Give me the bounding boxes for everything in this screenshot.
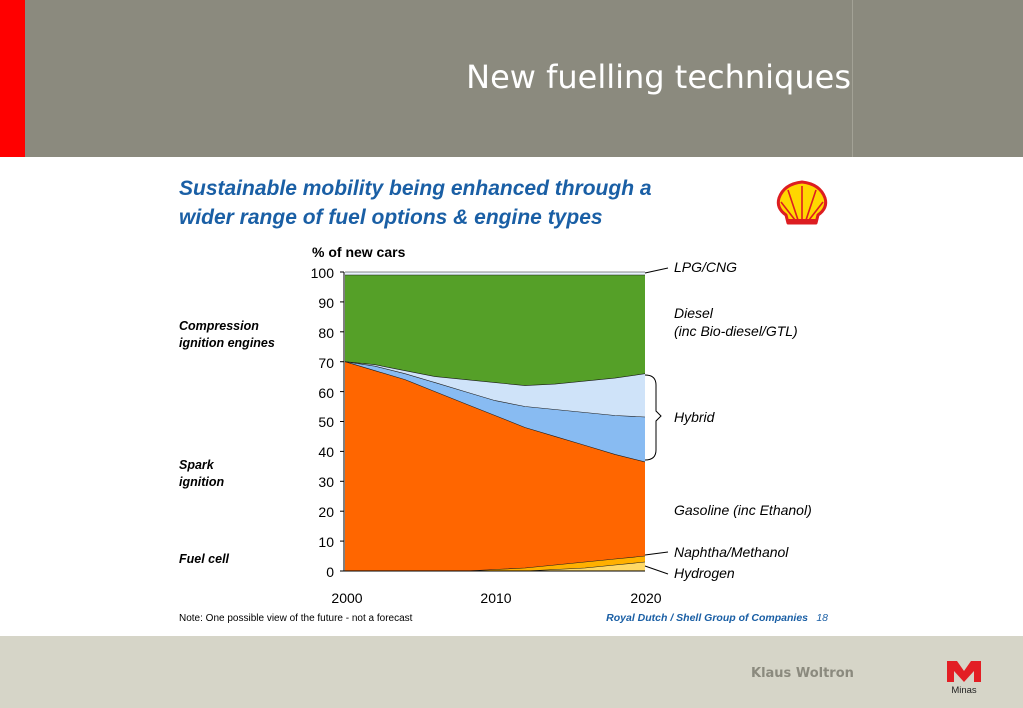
x-tick-2000: 2000 — [331, 590, 362, 606]
shell-logo-icon — [776, 180, 828, 225]
area-naphtha-methanol — [345, 556, 645, 571]
y-tick-50: 50 — [318, 414, 334, 430]
page-number: 18 — [816, 612, 828, 624]
label-hydrogen: Hydrogen — [674, 565, 735, 581]
slide-title: New fuelling techniques — [466, 58, 851, 96]
y-axis-title: % of new cars — [312, 244, 406, 260]
leader-hydrogen — [644, 565, 669, 575]
hybrid-brace — [644, 374, 662, 461]
plot-areas — [345, 272, 645, 571]
boundary-line-4 — [344, 361, 646, 386]
chart-heading: Sustainable mobility being enhanced thro… — [179, 174, 739, 232]
chart-note: Note: One possible view of the future - … — [179, 613, 413, 624]
y-tick-80: 80 — [318, 325, 334, 341]
y-tick-10: 10 — [318, 534, 334, 550]
leader-naphtha-methanol — [644, 551, 669, 556]
area-hybrid-light — [345, 361, 645, 417]
y-tick-marks — [340, 271, 344, 572]
label-diesel-line-2: (inc Bio-diesel/GTL) — [674, 323, 798, 339]
label-naphtha-methanol: Naphtha/Methanol — [674, 544, 789, 560]
author-name: Klaus Woltron — [751, 666, 854, 681]
label-lpg-cng: LPG/CNG — [674, 259, 737, 275]
label-gasoline: Gasoline (inc Ethanol) — [674, 502, 812, 518]
header-accent-bar — [0, 0, 25, 157]
label-compression-line-2: ignition engines — [179, 336, 275, 350]
label-spark-line-2: ignition — [179, 475, 224, 489]
boundary-line-3 — [344, 361, 646, 418]
label-hybrid: Hybrid — [674, 409, 716, 425]
y-tick-0: 0 — [326, 564, 334, 580]
y-tick-70: 70 — [318, 355, 334, 371]
y-tick-30: 30 — [318, 474, 334, 490]
area-diesel-inc-bio-diesel-gtl — [345, 275, 645, 386]
area-gasoline-inc-ethanol — [345, 361, 645, 571]
area-lpg-cng — [345, 272, 645, 275]
chart-heading-line-1: Sustainable mobility being enhanced thro… — [179, 177, 652, 200]
chart-source: Royal Dutch / Shell Group of Companies — [606, 612, 808, 624]
minas-logo-text: Minas — [951, 685, 977, 696]
y-tick-100: 100 — [311, 265, 335, 281]
x-tick-2020: 2020 — [630, 590, 661, 606]
y-tick-60: 60 — [318, 385, 334, 401]
label-compression-line-1: Compression — [179, 319, 259, 333]
boundary-line-2 — [344, 361, 646, 463]
y-tick-40: 40 — [318, 444, 334, 460]
header-divider — [852, 0, 853, 157]
x-tick-2010: 2010 — [480, 590, 511, 606]
y-tick-20: 20 — [318, 504, 334, 520]
y-tick-90: 90 — [318, 295, 334, 311]
chart-heading-line-2: wider range of fuel options & engine typ… — [179, 206, 603, 229]
label-fuel-cell: Fuel cell — [179, 552, 230, 566]
label-diesel-line-1: Diesel — [674, 305, 714, 321]
area-hybrid-dark — [345, 361, 645, 462]
slide-footer — [0, 636, 1023, 708]
minas-logo-icon: Minas — [947, 661, 981, 696]
leader-lpg-cng — [644, 267, 669, 274]
label-spark-line-1: Spark — [179, 458, 215, 472]
